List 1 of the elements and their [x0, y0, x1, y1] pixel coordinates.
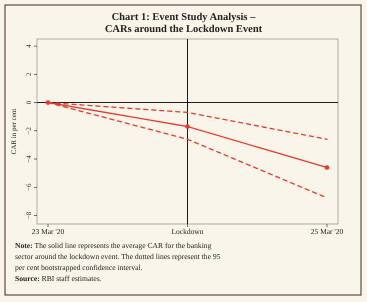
chart-title: Chart 1: Event Study Analysis – CARs around the Lockdown Event: [104, 12, 263, 35]
